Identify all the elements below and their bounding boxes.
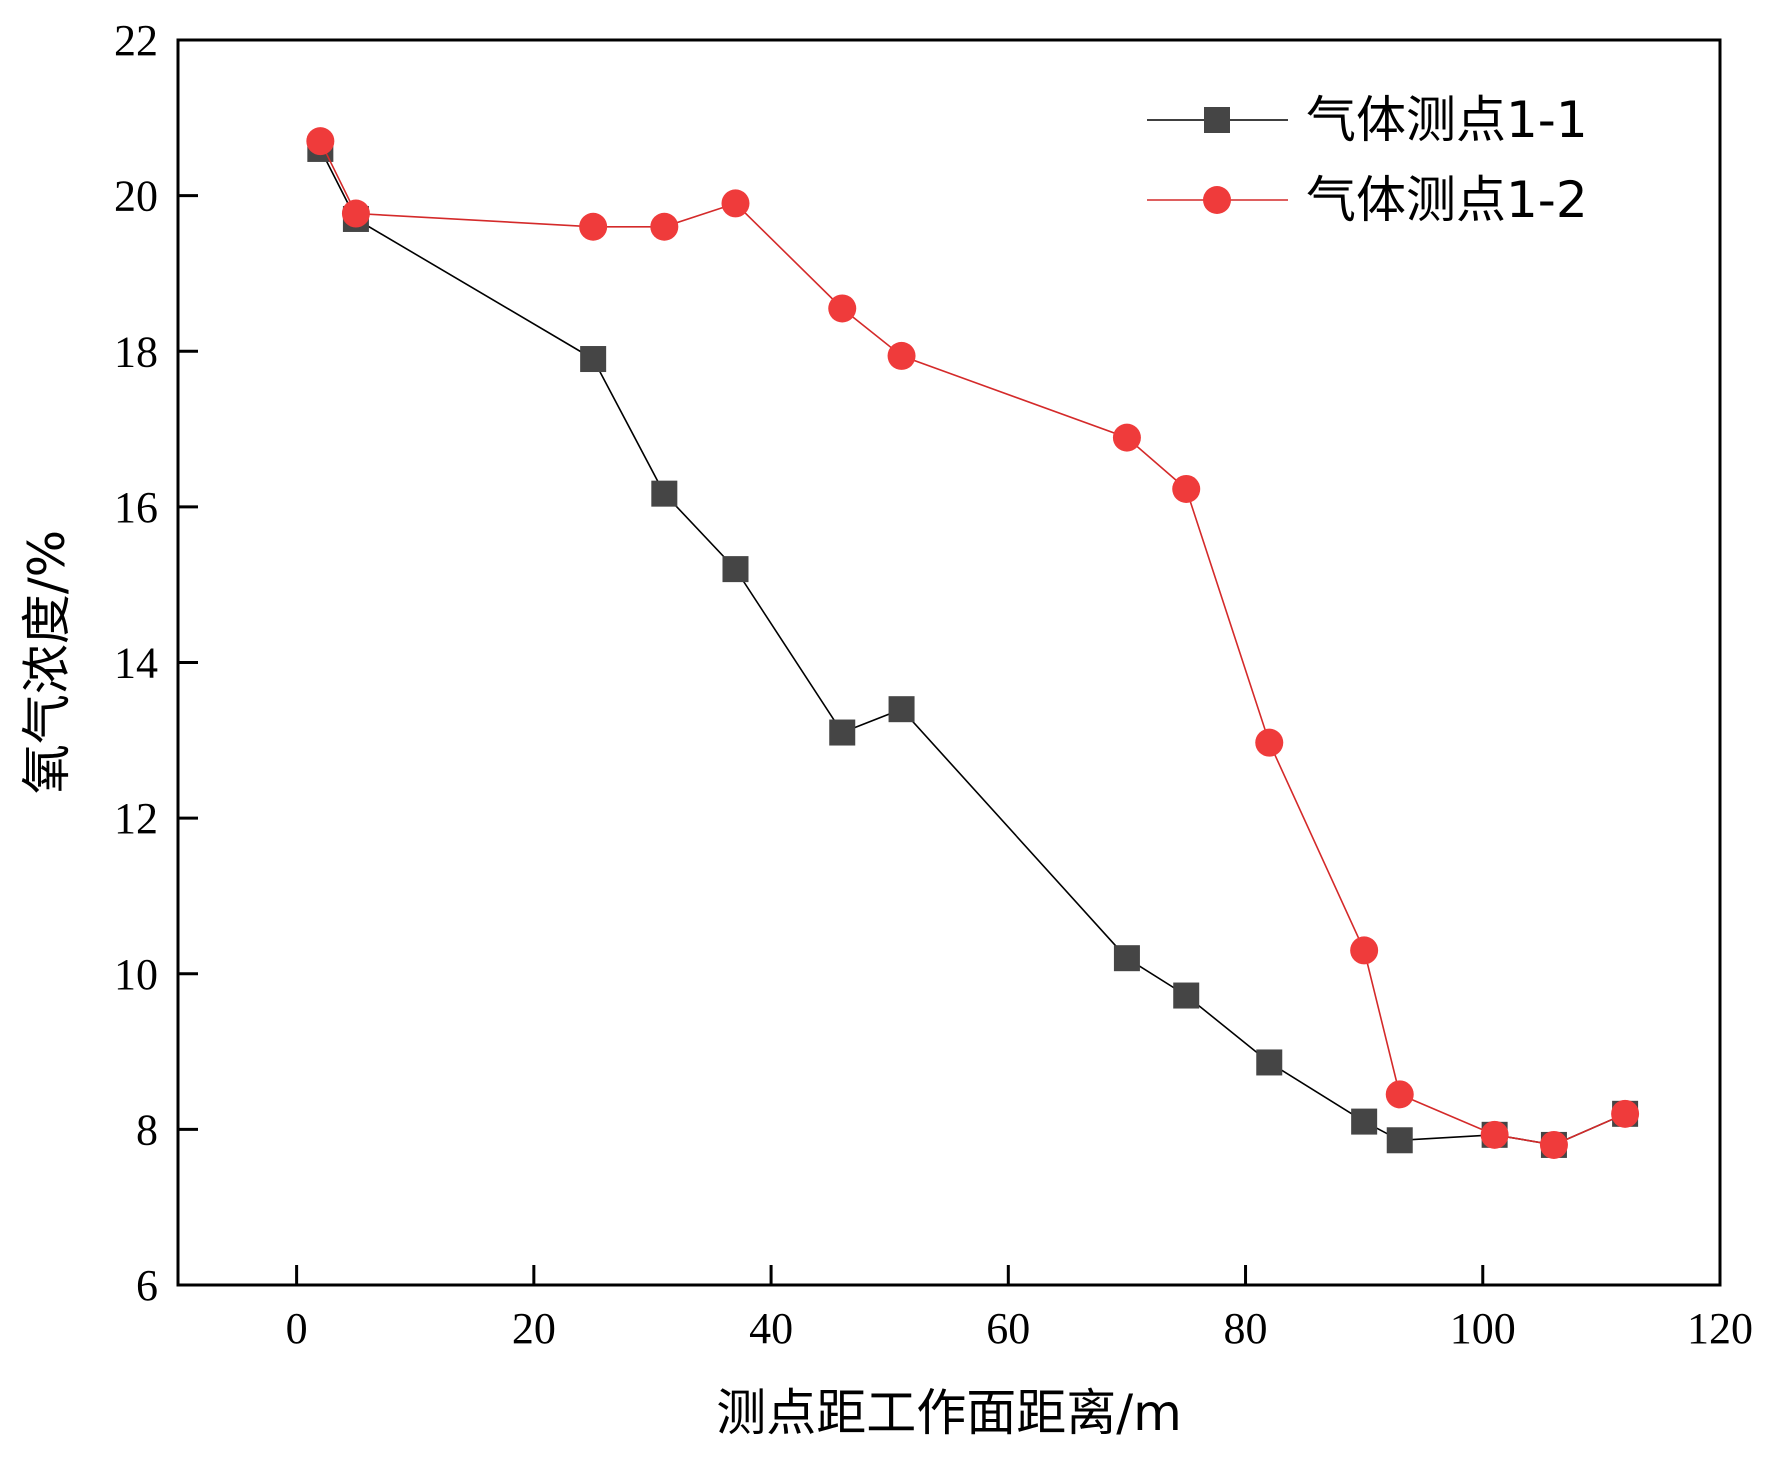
legend-label: 气体测点1-2 [1306, 171, 1588, 229]
series-1-point [580, 346, 607, 373]
legend-item-2: 气体测点1-2 [1147, 171, 1588, 229]
series-1-point [1173, 982, 1200, 1009]
series-2-point [828, 294, 857, 323]
series-2-point [887, 341, 916, 370]
series-1-point [829, 719, 856, 746]
x-tick-label: 100 [1450, 1304, 1516, 1353]
series-2-point [721, 189, 750, 218]
x-tick-label: 60 [986, 1304, 1030, 1353]
y-tick-label: 20 [114, 172, 158, 221]
series-2-point [1611, 1099, 1640, 1128]
legend-square-marker [1204, 107, 1230, 133]
y-tick-label: 18 [114, 327, 158, 376]
x-tick-label: 40 [749, 1304, 793, 1353]
x-tick-label: 0 [286, 1304, 308, 1353]
y-axis-title: 氧气浓度/% [18, 530, 76, 794]
series-2-point [650, 212, 679, 241]
y-tick-label: 8 [136, 1105, 158, 1154]
y-tick-label: 16 [114, 483, 158, 532]
series-2-point [1480, 1120, 1509, 1149]
x-axis: 0 20 40 60 80 100 120 [286, 1265, 1753, 1353]
series-2-point [306, 127, 335, 156]
series-2-point [579, 212, 608, 241]
series-1-point [1386, 1127, 1413, 1154]
series-2-point [1112, 423, 1141, 452]
y-tick-label: 12 [114, 794, 158, 843]
series-1-point [722, 556, 749, 583]
y-tick-label: 10 [114, 950, 158, 999]
x-axis-title: 测点距工作面距离/m [716, 1384, 1182, 1442]
x-tick-label: 120 [1687, 1304, 1753, 1353]
x-tick-label: 80 [1224, 1304, 1268, 1353]
series-layer [306, 127, 1640, 1159]
series-1-point [651, 480, 678, 507]
series-2-point [1255, 728, 1284, 757]
series-1-point [1256, 1049, 1283, 1076]
legend-label: 气体测点1-1 [1306, 91, 1588, 149]
series-2-point [341, 199, 370, 228]
series-2-point [1172, 474, 1201, 503]
y-tick-label: 6 [136, 1261, 158, 1310]
y-tick-label: 14 [114, 639, 158, 688]
y-tick-label: 22 [114, 16, 158, 65]
series-2-point [1385, 1080, 1414, 1109]
legend: 气体测点1-1 气体测点1-2 [1147, 91, 1588, 229]
legend-item-1: 气体测点1-1 [1147, 91, 1588, 149]
series-2-point [1539, 1130, 1568, 1159]
x-tick-label: 20 [512, 1304, 556, 1353]
series-1-point [1351, 1108, 1378, 1135]
legend-circle-marker [1203, 186, 1231, 214]
y-axis: 6 8 10 12 14 16 18 20 22 [114, 16, 198, 1310]
series-1-point [888, 696, 915, 723]
series-1-point [1113, 945, 1140, 972]
series-2 [306, 127, 1640, 1159]
series-2-point [1350, 936, 1379, 965]
